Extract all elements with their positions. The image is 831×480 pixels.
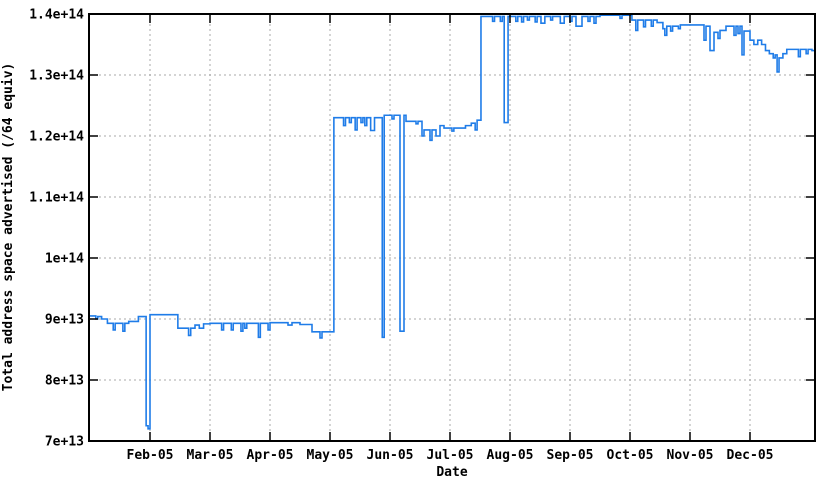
- plot-border: [88, 13, 816, 442]
- y-axis-title: Total address space advertised (/64 equi…: [1, 63, 16, 392]
- x-tick-label: Aug-05: [487, 448, 534, 463]
- x-axis-title: Date: [436, 465, 467, 480]
- y-tick-label: 1e+14: [45, 252, 84, 267]
- grid-lines: [89, 14, 815, 441]
- x-tick-label: Jul-05: [427, 448, 474, 463]
- y-tick-label: 1.4e+14: [29, 8, 84, 23]
- x-tick-label: Feb-05: [127, 448, 174, 463]
- x-tick-label: Oct-05: [607, 448, 654, 463]
- y-tick-label: 7e+13: [45, 435, 84, 450]
- x-tick-label: Apr-05: [247, 448, 294, 463]
- x-tick-label: May-05: [307, 448, 354, 463]
- x-tick-label: Dec-05: [727, 448, 774, 463]
- axis-ticks: [90, 13, 814, 442]
- x-tick-label: Mar-05: [187, 448, 234, 463]
- y-tick-label: 9e+13: [45, 313, 84, 328]
- y-tick-label: 1.2e+14: [29, 130, 84, 145]
- y-tick-label: 1.1e+14: [29, 191, 84, 206]
- x-tick-label: Nov-05: [667, 448, 714, 463]
- y-tick-label: 1.3e+14: [29, 69, 84, 84]
- data-series-path: [89, 14, 814, 430]
- x-tick-label: Jun-05: [367, 448, 414, 463]
- series-step-line: [89, 14, 814, 430]
- y-tick-label: 8e+13: [45, 374, 84, 389]
- x-tick-label: Sep-05: [547, 448, 594, 463]
- axis-tick-labels: 7e+13 8e+13 9e+13 1e+14 1.1e+14 1.2e+14 1.3e+1…: [29, 8, 773, 464]
